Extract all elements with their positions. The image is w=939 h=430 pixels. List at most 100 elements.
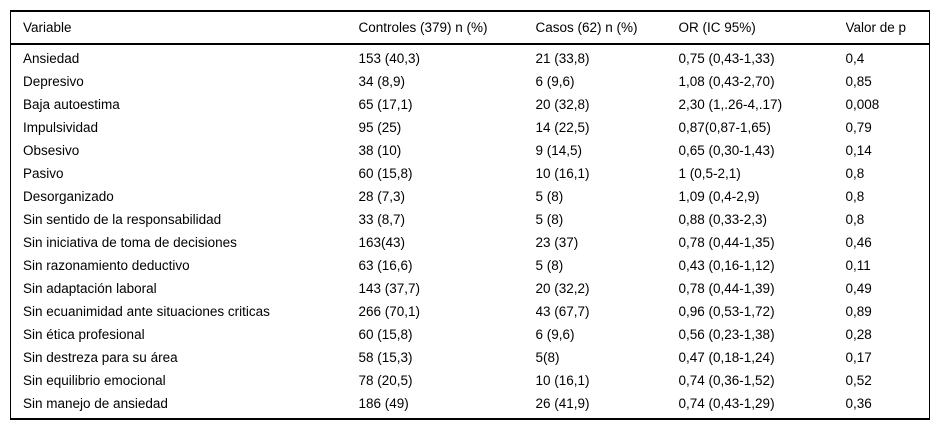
cell-p: 0,46 [845,235,872,250]
cell-variable: Baja autoestima [23,97,120,112]
cell-casos: 21 (33,8) [535,51,590,66]
cell-p: 0,4 [845,51,865,66]
table-header: Variable Controles (379) n (%) Casos (62… [10,11,930,45]
cell-casos: 5 (8) [535,258,564,273]
odds-ratio-table: Variable Controles (379) n (%) Casos (62… [10,10,930,420]
column-header-valor-p: Valor de p [845,11,930,45]
cell-casos: 10 (16,1) [535,166,590,181]
cell-variable: Depresivo [23,74,84,89]
cell-p: 0,8 [845,166,865,181]
cell-or: 2,30 (1,.26-4,.17) [678,97,783,112]
cell-p: 0,89 [845,304,872,319]
cell-casos: 6 (9,6) [535,74,575,89]
cell-variable: Sin ecuanimidad ante situaciones critica… [23,304,270,319]
cell-controles: 60 (15,8) [358,327,413,342]
table-row: Sin destreza para su área 58 (15,3) 5(8) 0,… [11,346,930,369]
table-row: Sin ética profesional 60 (15,8) 6 (9,6) 0,5… [11,323,930,346]
cell-controles: 63 (16,6) [358,258,413,273]
cell-casos: 6 (9,6) [535,327,575,342]
cell-or: 1,08 (0,43-2,70) [678,74,775,89]
cell-variable: Sin ética profesional [23,327,145,342]
table-row: Depresivo 34 (8,9) 6 (9,6) 1,08 (0,43-2,70)… [11,70,930,93]
cell-or: 0,78 (0,44-1,39) [678,281,775,296]
cell-or: 0,43 (0,16-1,12) [678,258,775,273]
cell-casos: 14 (22,5) [535,120,590,135]
cell-controles: 58 (15,3) [358,350,413,365]
cell-p: 0,28 [845,327,872,342]
cell-casos: 5 (8) [535,189,564,204]
cell-or: 0,78 (0,44-1,35) [678,235,775,250]
cell-controles: 65 (17,1) [358,97,413,112]
cell-p: 0,008 [845,97,880,112]
cell-variable: Sin equilibrio emocional [23,373,166,388]
cell-variable: Sin manejo de ansiedad [23,396,168,411]
cell-controles: 78 (20,5) [358,373,413,388]
cell-casos: 10 (16,1) [535,373,590,388]
cell-or: 0,96 (0,53-1,72) [678,304,775,319]
table-row: Sin razonamiento deductivo 63 (16,6) 5 (8)… [11,254,930,277]
table-row: Sin ecuanimidad ante situaciones critica… [11,300,930,323]
column-header-variable: Variable [10,11,359,45]
cell-p: 0,8 [845,212,865,227]
cell-casos: 20 (32,2) [535,281,590,296]
table-row: Desorganizado 28 (7,3) 5 (8) 1,09 (0,4-2,9)… [11,185,930,208]
table-row: Baja autoestima 65 (17,1) 20 (32,8) 2,30 (1… [11,93,930,116]
cell-variable: Sin razonamiento deductivo [23,258,190,273]
table-row: Pasivo 60 (15,8) 10 (16,1) 1 (0,5-2,1) 0,8 [11,162,930,185]
cell-controles: 34 (8,9) [358,74,406,89]
table-row: Sin manejo de ansiedad 186 (49) 26 (41,9) 0… [11,392,930,419]
column-header-controles: Controles (379) n (%) [358,11,536,45]
cell-p: 0,14 [845,143,872,158]
cell-casos: 9 (14,5) [535,143,583,158]
cell-variable: Sin iniciativa de toma de decisiones [23,235,237,250]
table-row: Sin equilibrio emocional 78 (20,5) 10 (16,… [11,369,930,392]
cell-controles: 38 (10) [358,143,402,158]
cell-variable: Sin destreza para su área [23,350,178,365]
cell-p: 0,85 [845,74,872,89]
cell-or: 0,47 (0,18-1,24) [678,350,775,365]
table-row: Obsesivo 38 (10) 9 (14,5) 0,65 (0,30-1,43) 0… [11,139,930,162]
cell-controles: 60 (15,8) [358,166,413,181]
cell-p: 0,79 [845,120,872,135]
table-container: Variable Controles (379) n (%) Casos (62… [10,10,930,420]
cell-p: 0,52 [845,373,872,388]
cell-controles: 33 (8,7) [358,212,406,227]
cell-controles: 95 (25) [358,120,402,135]
cell-casos: 5(8) [535,350,560,365]
cell-or: 0,88 (0,33-2,3) [678,212,768,227]
cell-variable: Pasivo [23,166,64,181]
cell-variable: Sin sentido de la responsabilidad [23,212,222,227]
cell-p: 0,49 [845,281,872,296]
header-row: Variable Controles (379) n (%) Casos (62… [10,11,930,45]
cell-or: 0,65 (0,30-1,43) [678,143,775,158]
table-row: Sin iniciativa de toma de decisiones 163(… [11,231,930,254]
cell-p: 0,8 [845,189,865,204]
cell-or: 0,56 (0,23-1,38) [678,327,775,342]
table-row: Sin sentido de la responsabilidad 33 (8,7… [11,208,930,231]
cell-p: 0,11 [845,258,871,273]
cell-variable: Sin adaptación laboral [23,281,157,296]
column-header-casos: Casos (62) n (%) [535,11,679,45]
cell-or: 0,74 (0,43-1,29) [678,396,775,411]
cell-controles: 266 (70,1) [358,304,421,319]
cell-controles: 143 (37,7) [358,281,421,296]
table-row: Sin adaptación laboral 143 (37,7) 20 (32,2… [11,277,930,300]
cell-casos: 20 (32,8) [535,97,590,112]
cell-controles: 153 (40,3) [358,51,421,66]
cell-controles: 163(43) [358,235,406,250]
cell-or: 1 (0,5-2,1) [678,166,741,181]
cell-or: 0,87(0,87-1,65) [678,120,771,135]
cell-or: 1,09 (0,4-2,9) [678,189,760,204]
table-row: Ansiedad 153 (40,3) 21 (33,8) 0,75 (0,43-1,… [11,44,930,70]
cell-variable: Obsesivo [23,143,80,158]
column-header-or: OR (IC 95%) [678,11,846,45]
cell-p: 0,17 [845,350,872,365]
cell-p: 0,36 [845,396,872,411]
cell-casos: 26 (41,9) [535,396,590,411]
table-row: Impulsividad 95 (25) 14 (22,5) 0,87(0,87-1,… [11,116,930,139]
cell-casos: 43 (67,7) [535,304,590,319]
cell-or: 0,75 (0,43-1,33) [678,51,775,66]
cell-casos: 23 (37) [535,235,579,250]
cell-or: 0,74 (0,36-1,52) [678,373,775,388]
